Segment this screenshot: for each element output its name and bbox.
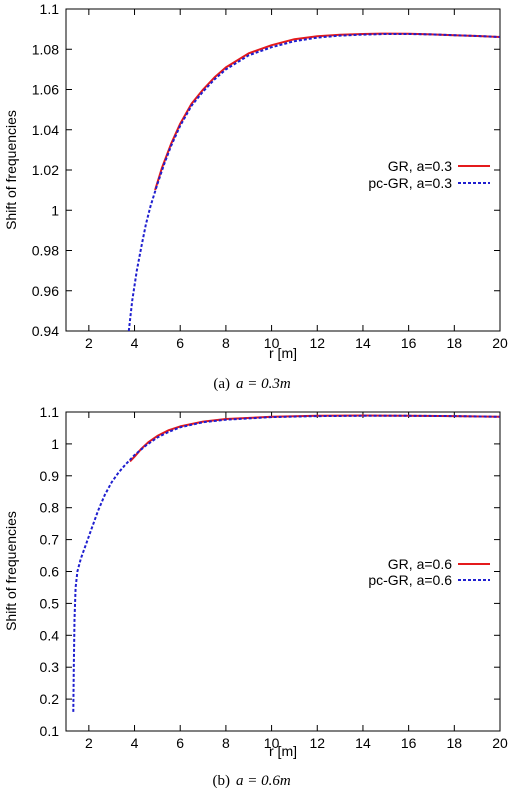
y-tick-label: 0.9 <box>40 468 60 484</box>
series-line-gr <box>154 32 501 191</box>
legend-label-gr-a: GR, a=0.3 <box>388 158 452 174</box>
caption-a: (a) a = 0.3m <box>213 376 291 392</box>
y-tick-label: 0.8 <box>40 500 60 516</box>
y-tick-label: 1.06 <box>32 82 59 98</box>
y-tick-label: 1.04 <box>32 122 59 138</box>
y-tick-label: 1.02 <box>32 162 59 178</box>
series-line-pcgr <box>72 414 501 712</box>
x-tick-label: 14 <box>355 335 371 351</box>
x-tick-label: 18 <box>447 735 463 751</box>
y-tick-label: 0.3 <box>40 659 60 675</box>
y-tick-labels-a: 0.94 0.96 0.98 1 1.02 1.04 1.06 1.08 1.1 <box>32 1 59 339</box>
x-tick-labels-b: 2 4 6 8 10 12 14 16 18 20 <box>85 735 508 751</box>
x-tick-label: 6 <box>176 735 184 751</box>
x-tick-label: 20 <box>492 735 508 751</box>
x-tick-label: 14 <box>355 735 371 751</box>
y-tick-label: 0.96 <box>32 283 59 299</box>
legend-label-gr-b: GR, a=0.6 <box>388 556 452 572</box>
x-tick-label: 8 <box>222 335 230 351</box>
legend-a: GR, a=0.3 pc-GR, a=0.3 <box>368 158 490 191</box>
x-tick-label: 4 <box>131 735 139 751</box>
y-tick-label: 1.1 <box>40 404 60 420</box>
y-axis-label-a: Shift of frequencies <box>3 110 19 230</box>
y-tick-label: 0.4 <box>40 627 60 643</box>
y-tick-label: 1.1 <box>40 1 60 17</box>
x-tick-label: 2 <box>85 735 93 751</box>
x-tick-label: 10 <box>264 735 280 751</box>
x-tick-label: 16 <box>401 335 417 351</box>
legend-b: GR, a=0.6 pc-GR, a=0.6 <box>368 556 490 588</box>
y-tick-label: 1.08 <box>32 41 59 57</box>
y-tick-label: 0.2 <box>40 691 60 707</box>
tick-marks-b <box>66 411 501 732</box>
y-tick-label: 0.5 <box>40 595 60 611</box>
x-tick-label: 12 <box>309 335 325 351</box>
x-tick-label: 6 <box>176 335 184 351</box>
y-tick-label: 1 <box>51 202 59 218</box>
y-tick-label: 0.94 <box>32 323 59 339</box>
legend-label-pcgr-a: pc-GR, a=0.3 <box>368 175 452 191</box>
series-line-gr <box>129 414 501 463</box>
x-axis-label-a: r [m] <box>269 345 297 361</box>
y-tick-label: 0.7 <box>40 532 60 548</box>
caption-math-b: a = 0.6m <box>236 773 291 789</box>
y-tick-label: 0.1 <box>40 723 60 739</box>
x-tick-label: 20 <box>492 335 508 351</box>
x-tick-label: 2 <box>85 335 93 351</box>
caption-prefix-b: (b) <box>213 773 231 789</box>
x-tick-label: 18 <box>447 335 463 351</box>
tick-marks-a <box>66 8 501 332</box>
y-tick-label: 0.6 <box>40 564 60 580</box>
series-line-pcgr <box>127 33 501 332</box>
series-group-b <box>72 414 501 712</box>
x-tick-label: 16 <box>401 735 417 751</box>
chart-panel-a: 2 4 6 8 10 12 14 16 18 20 0.94 0.96 0.98 1 1.02 1.04 1.… <box>3 1 508 392</box>
y-axis-label-b: Shift of frequencies <box>3 511 19 631</box>
x-tick-label: 12 <box>309 735 325 751</box>
x-axis-label-b: r [m] <box>269 743 297 759</box>
caption-prefix-a: (a) <box>213 376 230 392</box>
legend-label-pcgr-b: pc-GR, a=0.6 <box>368 572 452 588</box>
x-tick-label: 10 <box>264 335 280 351</box>
caption-b: (b) a = 0.6m <box>213 773 291 789</box>
series-group-a <box>127 32 501 332</box>
x-tick-label: 8 <box>222 735 230 751</box>
y-tick-labels-b: 0.1 0.2 0.3 0.4 0.5 0.6 0.7 0.8 0.9 1 1.1 <box>40 404 60 739</box>
y-tick-label: 0.98 <box>32 243 59 259</box>
x-tick-labels-a: 2 4 6 8 10 12 14 16 18 20 <box>85 335 508 351</box>
x-tick-label: 4 <box>131 335 139 351</box>
y-tick-label: 1 <box>51 436 59 452</box>
chart-panel-b: 2 4 6 8 10 12 14 16 18 20 0.10.20.30.40.50.60.70.… <box>3 404 508 789</box>
caption-math-a: a = 0.3m <box>236 376 291 392</box>
